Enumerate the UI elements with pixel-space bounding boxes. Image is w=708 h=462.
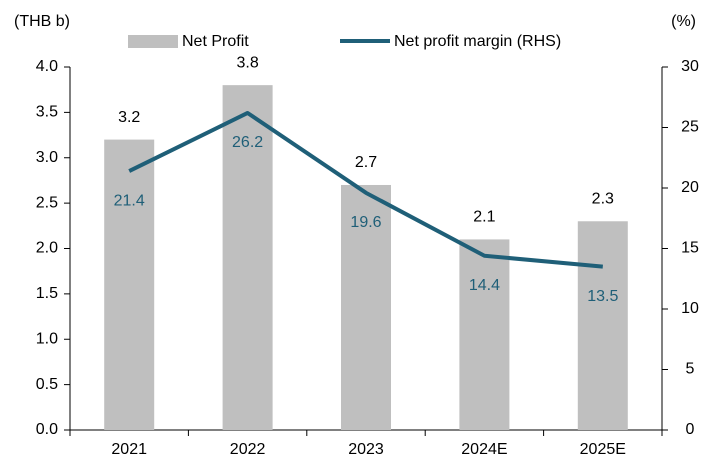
y-tick-label: 2.5 bbox=[36, 194, 58, 211]
bar-label: 3.2 bbox=[118, 109, 140, 126]
y2-tick-label: 25 bbox=[681, 119, 699, 136]
y2-axis-title: (%) bbox=[671, 13, 696, 30]
bar-label: 2.1 bbox=[473, 209, 495, 226]
line bbox=[128, 110, 603, 269]
x-tick-label: 2024E bbox=[461, 441, 507, 458]
line-label: 14.4 bbox=[469, 277, 500, 294]
line-label: 21.4 bbox=[114, 192, 145, 209]
y2-tick-label: 15 bbox=[681, 240, 699, 257]
y2-tick-label: 10 bbox=[681, 300, 699, 317]
y-tick-label: 3.0 bbox=[36, 149, 58, 166]
bar-label: 3.8 bbox=[236, 54, 258, 71]
bar-label: 2.3 bbox=[592, 190, 614, 207]
x-tick-label: 2023 bbox=[348, 441, 384, 458]
x-tick-label: 2025E bbox=[580, 441, 626, 458]
y2-tick-label: 30 bbox=[681, 58, 699, 75]
bar bbox=[341, 184, 391, 430]
y2-tick-label: 0 bbox=[686, 421, 695, 438]
bar bbox=[222, 85, 273, 431]
x-tick-label: 2022 bbox=[230, 441, 266, 458]
legend-swatch bbox=[128, 35, 178, 48]
bar bbox=[577, 221, 628, 430]
y-tick-label: 4.0 bbox=[36, 58, 58, 75]
line-label: 19.6 bbox=[350, 214, 381, 231]
y-tick-label: 1.0 bbox=[36, 330, 58, 347]
bar-label: 2.7 bbox=[355, 154, 377, 171]
x-tick-label: 2021 bbox=[111, 441, 147, 458]
y-tick-label: 2.0 bbox=[36, 240, 58, 257]
y-tick-label: 3.5 bbox=[36, 104, 58, 121]
bar bbox=[459, 239, 510, 430]
y-tick-label: 0.5 bbox=[36, 376, 58, 393]
bar bbox=[104, 139, 155, 430]
y2-tick-label: 20 bbox=[681, 179, 699, 196]
line-label: 13.5 bbox=[587, 288, 618, 305]
y-tick-label: 1.5 bbox=[36, 285, 58, 302]
y-tick-label: 0.0 bbox=[36, 421, 58, 438]
line-label: 26.2 bbox=[232, 134, 263, 151]
y-axis-title: (THB b) bbox=[14, 13, 70, 30]
legend-label: Net profit margin (RHS) bbox=[394, 33, 561, 50]
y2-tick-label: 5 bbox=[686, 361, 695, 378]
legend-label: Net Profit bbox=[182, 33, 249, 50]
